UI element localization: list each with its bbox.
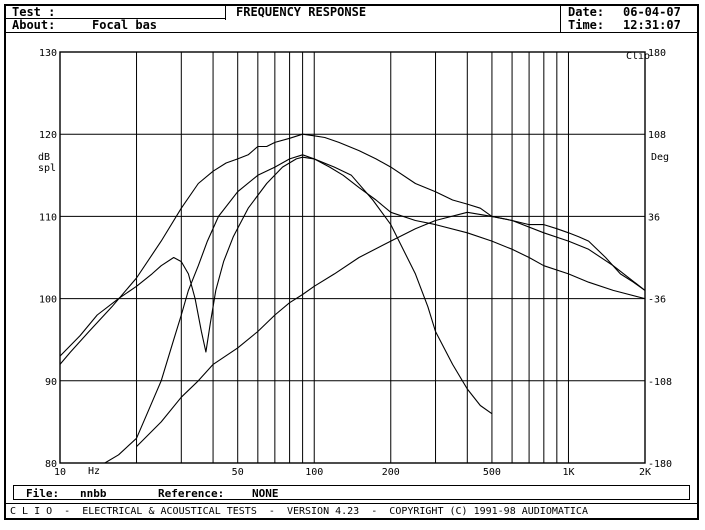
header-divider-top — [6, 18, 226, 19]
y2-tick-label: 180 — [648, 48, 666, 59]
window-frame — [4, 4, 699, 520]
file-value: nnbb — [80, 487, 107, 500]
x-tick-label: 10 — [54, 467, 66, 478]
header-divider-right — [560, 6, 561, 33]
about-label: About: — [12, 18, 56, 32]
y2-tick-label: -180 — [648, 459, 672, 470]
chart-grid — [59, 51, 646, 464]
reference-label: Reference: — [158, 487, 225, 500]
y-tick-label: 120 — [39, 130, 57, 141]
y2-tick-label: 108 — [648, 130, 666, 141]
series-line-2 — [59, 156, 646, 357]
x-tick-label: 2K — [639, 467, 651, 478]
x-tick-label: 500 — [483, 467, 501, 478]
y-tick-label: 80 — [45, 459, 57, 470]
series-line-4 — [136, 211, 646, 447]
chart-series — [59, 133, 646, 464]
y2-axis-label: Deg — [651, 152, 670, 163]
date-label: Date: — [568, 5, 605, 19]
series-line-3 — [104, 154, 493, 464]
x-tick-label: 50 — [232, 467, 244, 478]
header-divider-bottom — [6, 32, 697, 33]
x-tick-label: 200 — [382, 467, 400, 478]
time-label: Time: — [568, 18, 605, 32]
copyright-line: C L I O - ELECTRICAL & ACOUSTICAL TESTS … — [10, 506, 588, 517]
time-value: 12:31:07 — [623, 18, 681, 32]
y2-tick-label: -36 — [648, 295, 666, 306]
footer-file-bar — [13, 485, 690, 500]
chart-labels: 80 90 100 110 120 130 -180 -108 -36 36 108 180 10 50 1… — [39, 48, 672, 478]
brand-label: Clio — [626, 51, 651, 62]
y-tick-label: 90 — [45, 377, 57, 388]
x-tick-label: 100 — [305, 467, 323, 478]
y2-tick-label: 36 — [648, 212, 660, 223]
file-label: File: — [26, 487, 60, 500]
header-divider-left — [225, 6, 226, 20]
reference-value: NONE — [252, 487, 279, 500]
bottom-divider — [6, 503, 697, 504]
date-value: 06-04-07 — [623, 5, 681, 19]
y-axis-label: dB spl — [38, 152, 57, 174]
y2-tick-label: -108 — [648, 377, 672, 388]
x-tick-label: 1K — [562, 467, 574, 478]
about-value: Focal bas — [92, 18, 158, 32]
series-line-1 — [59, 133, 646, 365]
x-axis-unit-label: Hz — [88, 466, 101, 477]
y-tick-label: 110 — [39, 212, 57, 223]
chart-title: FREQUENCY RESPONSE — [236, 5, 367, 19]
test-label: Test : — [12, 5, 56, 19]
y-tick-label: 130 — [39, 48, 57, 59]
y-tick-label: 100 — [39, 295, 57, 306]
